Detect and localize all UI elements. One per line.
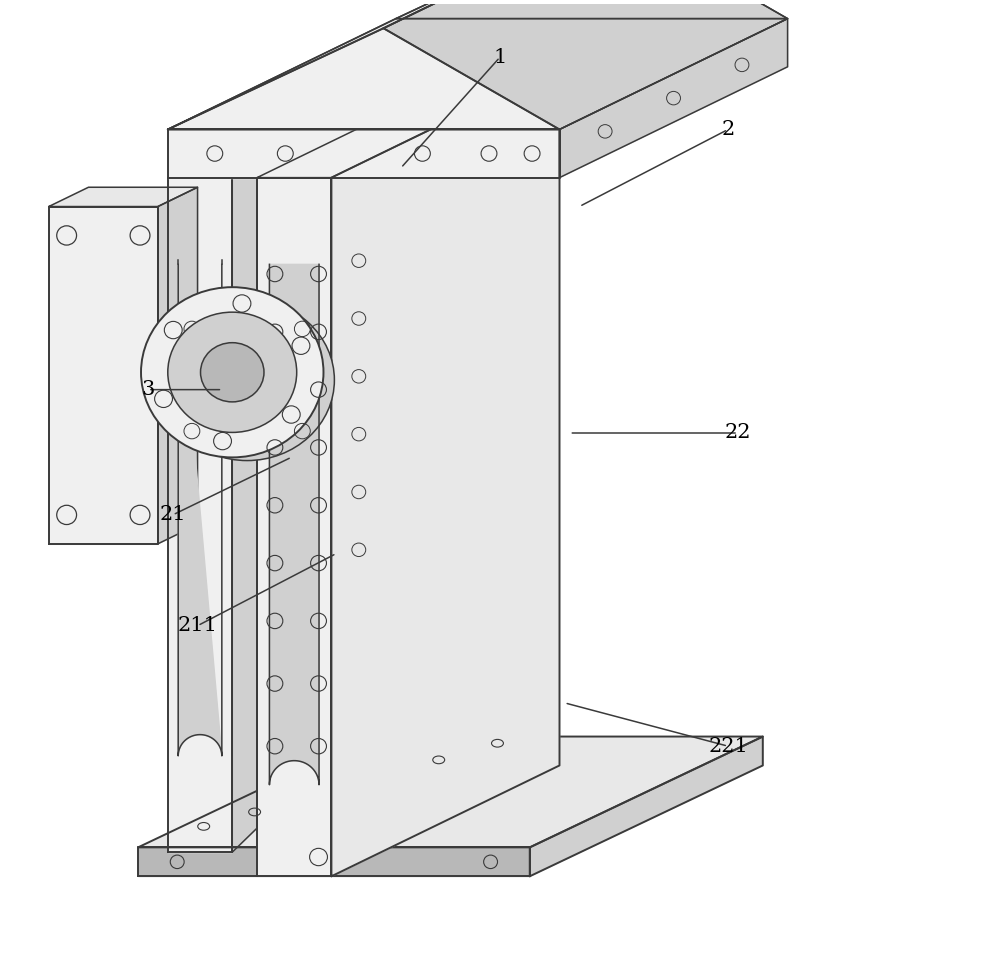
Ellipse shape [201, 343, 264, 401]
Polygon shape [168, 28, 560, 129]
Polygon shape [178, 264, 222, 756]
Ellipse shape [168, 312, 297, 433]
Polygon shape [158, 188, 198, 543]
Text: 1: 1 [493, 48, 507, 67]
Polygon shape [331, 67, 560, 877]
Text: 2: 2 [721, 120, 735, 139]
Polygon shape [138, 848, 530, 877]
Polygon shape [168, 178, 232, 852]
Polygon shape [269, 264, 319, 784]
Ellipse shape [141, 287, 323, 458]
Text: 22: 22 [725, 424, 751, 442]
Ellipse shape [160, 299, 334, 461]
Polygon shape [383, 0, 788, 129]
Text: 221: 221 [708, 737, 748, 755]
Polygon shape [168, 129, 560, 178]
Polygon shape [396, 0, 788, 18]
Ellipse shape [199, 335, 295, 425]
Polygon shape [257, 178, 331, 877]
Polygon shape [168, 18, 788, 129]
Polygon shape [168, 0, 612, 129]
Polygon shape [530, 737, 763, 877]
Polygon shape [49, 188, 198, 206]
Text: 3: 3 [141, 380, 155, 399]
Polygon shape [49, 206, 158, 543]
Polygon shape [560, 18, 788, 178]
Text: 211: 211 [178, 616, 218, 636]
Text: 21: 21 [159, 505, 186, 525]
Polygon shape [168, 154, 257, 178]
Polygon shape [138, 737, 763, 848]
Polygon shape [232, 154, 257, 852]
Polygon shape [257, 67, 560, 178]
